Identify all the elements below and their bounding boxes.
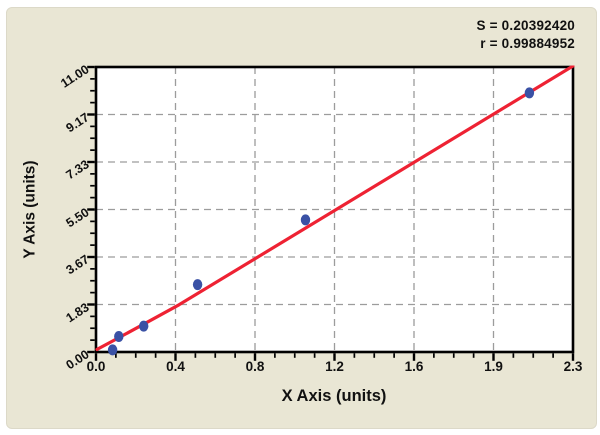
y-tick-label: 5.50 — [63, 204, 92, 230]
data-point — [114, 331, 124, 342]
y-tick-label: 1.83 — [63, 299, 92, 325]
x-tick-label: 0.4 — [166, 359, 185, 374]
x-axis-title: X Axis (units) — [281, 387, 387, 405]
regression-s-value: S = 0.20392420 — [476, 18, 575, 33]
y-tick-label: 9.17 — [63, 109, 92, 135]
x-tick-label: 1.9 — [484, 359, 503, 374]
regression-r-value: r = 0.99884952 — [480, 36, 575, 51]
x-tick-label: 1.2 — [325, 359, 344, 374]
y-tick-label: 3.67 — [63, 252, 92, 278]
data-point — [300, 214, 311, 226]
x-tick-label: 0.0 — [86, 359, 106, 374]
fit-line — [95, 65, 575, 351]
y-axis-title: Y Axis (units) — [21, 160, 39, 259]
x-tick-label: 2.3 — [563, 359, 583, 374]
regression-stats: S = 0.20392420 r = 0.99884952 — [476, 17, 575, 53]
y-tick-label: 7.33 — [63, 157, 92, 183]
x-tick-label: 1.6 — [404, 359, 424, 374]
plot-frame — [94, 65, 575, 354]
y-tick-label: 0.00 — [63, 347, 92, 373]
y-tick-label: 11.00 — [58, 62, 92, 91]
data-point — [107, 344, 118, 356]
x-tick-labels: 0.0 0.4 0.8 1.2 1.6 1.9 2.3 — [0, 359, 600, 379]
y-tick-labels: 0.00 1.83 3.67 5.50 7.33 9.17 11.00 — [42, 0, 91, 435]
data-point — [139, 320, 149, 332]
data-point — [524, 87, 535, 99]
x-tick-label: 0.8 — [245, 359, 265, 374]
data-point — [192, 279, 203, 291]
